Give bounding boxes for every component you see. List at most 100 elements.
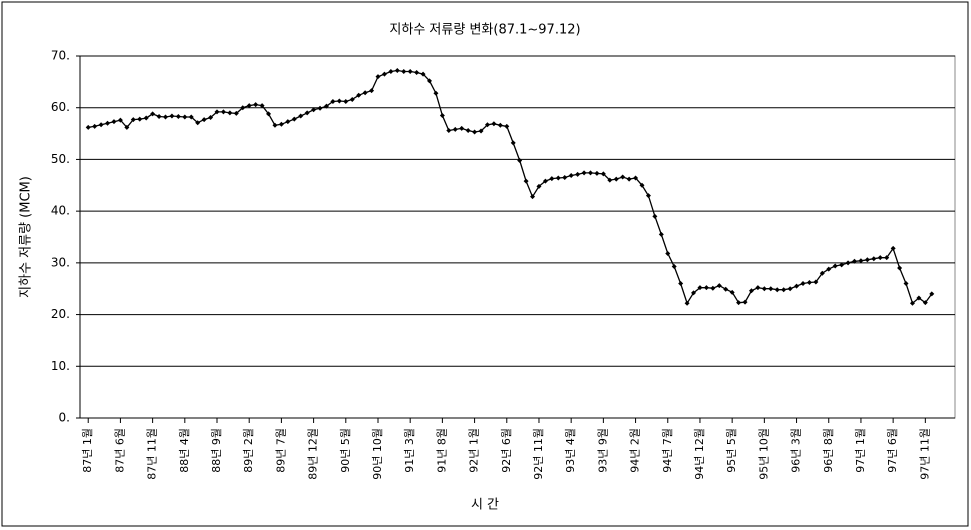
point-marker xyxy=(877,255,883,261)
point-marker xyxy=(736,300,742,306)
x-tick-label: 96년 8월 xyxy=(822,428,835,473)
point-marker xyxy=(684,300,690,306)
point-marker xyxy=(285,119,291,125)
point-marker xyxy=(839,262,845,268)
point-marker xyxy=(259,103,265,109)
point-marker xyxy=(890,245,896,251)
point-marker xyxy=(723,286,729,292)
point-marker xyxy=(92,123,98,129)
point-marker xyxy=(465,127,471,133)
point-marker xyxy=(278,121,284,127)
point-marker xyxy=(671,263,677,269)
point-marker xyxy=(98,122,104,128)
point-marker xyxy=(369,88,375,94)
x-tick-label: 87년 6월 xyxy=(113,428,126,473)
point-marker xyxy=(497,122,503,128)
point-marker xyxy=(381,71,387,77)
point-marker xyxy=(806,280,812,286)
point-marker xyxy=(272,122,278,128)
point-marker xyxy=(156,114,162,120)
x-tick-label: 92년 6월 xyxy=(500,428,513,473)
point-marker xyxy=(124,124,130,130)
x-tick-label: 94년 7월 xyxy=(661,428,674,473)
x-tick-label: 91년 8월 xyxy=(435,428,448,473)
point-marker xyxy=(710,285,716,291)
point-marker xyxy=(291,116,297,122)
point-marker xyxy=(343,99,349,105)
point-marker xyxy=(478,128,484,134)
point-marker xyxy=(137,116,143,122)
y-tick-label: 0. xyxy=(59,411,70,425)
point-marker xyxy=(903,281,909,287)
point-marker xyxy=(884,255,890,261)
point-marker xyxy=(587,170,593,176)
point-marker xyxy=(748,288,754,294)
plot-area xyxy=(79,55,956,419)
point-marker xyxy=(433,90,439,96)
point-marker xyxy=(323,103,329,109)
point-marker xyxy=(530,194,536,200)
point-marker xyxy=(832,263,838,269)
point-marker xyxy=(652,213,658,219)
point-marker xyxy=(633,175,639,181)
x-axis-title: 시 간 xyxy=(471,498,499,513)
x-tick-label: 93년 9월 xyxy=(596,428,609,473)
x-tick-label: 92년 1월 xyxy=(468,428,481,473)
point-marker xyxy=(755,285,761,291)
x-tick-label: 87년 1월 xyxy=(81,428,94,473)
point-marker xyxy=(336,98,342,104)
x-tick-label: 95년 5월 xyxy=(725,428,738,473)
x-tick-label: 90년 10월 xyxy=(371,428,384,480)
point-marker xyxy=(826,266,832,272)
point-marker xyxy=(111,119,117,125)
point-marker xyxy=(517,157,523,163)
point-marker xyxy=(298,113,304,119)
point-marker xyxy=(504,123,510,129)
x-tick-label: 88년 4월 xyxy=(178,428,191,473)
point-marker xyxy=(864,257,870,263)
point-marker xyxy=(330,99,336,105)
point-marker xyxy=(697,285,703,291)
point-marker xyxy=(665,251,671,257)
point-marker xyxy=(182,114,188,120)
y-tick-label: 50. xyxy=(51,152,70,166)
point-marker xyxy=(768,286,774,292)
point-marker xyxy=(317,105,323,111)
point-marker xyxy=(214,109,220,115)
point-marker xyxy=(845,260,851,266)
x-tick-label: 97년 1월 xyxy=(854,428,867,473)
point-marker xyxy=(356,92,362,98)
point-marker xyxy=(246,103,252,109)
point-marker xyxy=(394,67,400,73)
point-marker xyxy=(909,300,915,306)
point-marker xyxy=(568,172,574,178)
point-marker xyxy=(375,74,381,80)
point-marker xyxy=(484,122,490,128)
y-tick-label: 60. xyxy=(51,100,70,114)
point-marker xyxy=(472,129,478,135)
point-marker xyxy=(594,170,600,176)
x-tick-label: 96년 3월 xyxy=(790,428,803,473)
point-marker xyxy=(794,283,800,289)
y-axis-title: 지하수 저류량 (MCM) xyxy=(19,176,34,298)
point-marker xyxy=(600,171,606,177)
point-marker xyxy=(813,279,819,285)
point-marker xyxy=(549,176,555,182)
point-marker xyxy=(916,295,922,301)
point-marker xyxy=(774,287,780,293)
point-marker xyxy=(446,127,452,133)
point-marker xyxy=(188,114,194,120)
point-marker xyxy=(491,121,497,127)
point-marker xyxy=(871,256,877,262)
point-marker xyxy=(452,126,458,132)
y-tick-label: 40. xyxy=(51,204,70,218)
point-marker xyxy=(620,174,626,180)
x-tick-label: 92년 11월 xyxy=(532,428,545,480)
x-tick-label: 89년 7월 xyxy=(274,428,287,473)
y-tick-label: 70. xyxy=(51,49,70,63)
point-marker xyxy=(208,115,214,121)
point-marker xyxy=(742,299,748,305)
point-marker xyxy=(105,120,111,126)
point-marker xyxy=(819,270,825,276)
